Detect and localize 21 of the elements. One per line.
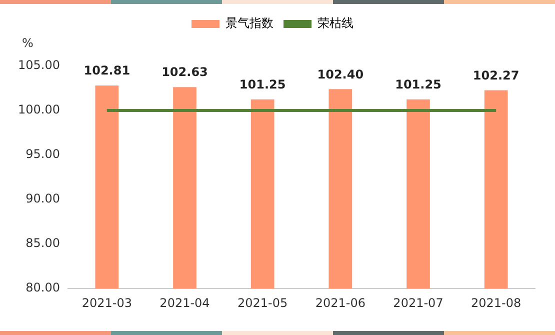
data-label: 102.63 bbox=[162, 65, 208, 80]
x-tick-label: 2021-06 bbox=[315, 296, 366, 310]
y-tick-label: 105.00 bbox=[18, 58, 60, 72]
data-label: 102.40 bbox=[317, 67, 364, 82]
y-tick-label: 100.00 bbox=[18, 102, 60, 117]
data-label: 101.25 bbox=[239, 78, 286, 92]
y-tick-label: 90.00 bbox=[26, 192, 60, 206]
x-tick-label: 2021-04 bbox=[160, 296, 210, 310]
x-tick-label: 2021-08 bbox=[471, 296, 522, 310]
y-tick-label: 95.00 bbox=[26, 147, 60, 162]
y-tick-label: 80.00 bbox=[26, 280, 60, 295]
y-tick-label: 85.00 bbox=[26, 236, 60, 250]
data-label: 102.81 bbox=[84, 64, 130, 78]
x-tick-label: 2021-07 bbox=[393, 296, 444, 310]
x-tick-label: 2021-05 bbox=[238, 296, 288, 310]
data-label: 102.27 bbox=[472, 68, 520, 82]
legend-label: 荣枯线 bbox=[318, 16, 354, 30]
x-tick-label: 2021-03 bbox=[82, 296, 132, 310]
legend-label: 景气指数 bbox=[226, 16, 274, 30]
y-axis-title: % bbox=[22, 36, 34, 50]
data-label: 101.25 bbox=[395, 78, 442, 92]
